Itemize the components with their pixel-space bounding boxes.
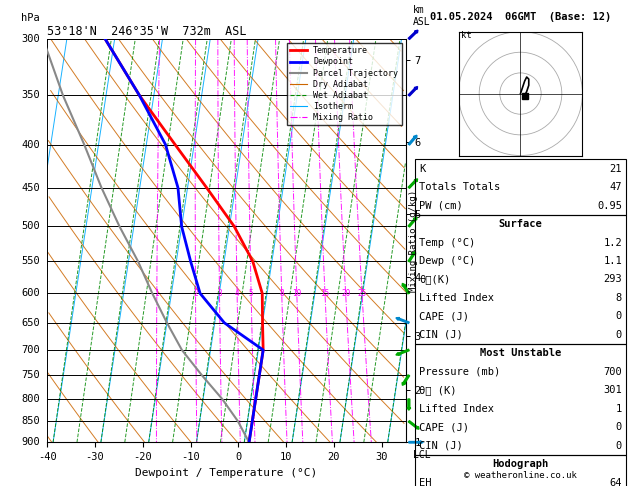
Text: © weatheronline.co.uk: © weatheronline.co.uk	[464, 471, 577, 480]
Text: 550: 550	[21, 257, 40, 266]
Text: Surface: Surface	[499, 219, 542, 229]
Text: CAPE (J): CAPE (J)	[419, 422, 469, 432]
Text: 400: 400	[21, 139, 40, 150]
Text: θᴇ (K): θᴇ (K)	[419, 385, 457, 395]
Legend: Temperature, Dewpoint, Parcel Trajectory, Dry Adiabat, Wet Adiabat, Isotherm, Mi: Temperature, Dewpoint, Parcel Trajectory…	[287, 43, 401, 125]
Text: 750: 750	[21, 370, 40, 381]
Text: 64: 64	[610, 478, 622, 486]
Text: 500: 500	[21, 222, 40, 231]
Text: 25: 25	[357, 289, 367, 298]
Text: 301: 301	[603, 385, 622, 395]
Text: Totals Totals: Totals Totals	[419, 182, 500, 192]
Text: Most Unstable: Most Unstable	[480, 348, 561, 358]
Text: CIN (J): CIN (J)	[419, 330, 463, 340]
Text: 650: 650	[21, 318, 40, 328]
Text: 350: 350	[21, 90, 40, 101]
Text: K: K	[419, 164, 425, 174]
Text: LCL: LCL	[413, 451, 430, 460]
Text: 0: 0	[616, 312, 622, 321]
Text: 10: 10	[292, 289, 301, 298]
Text: Dewp (°C): Dewp (°C)	[419, 256, 475, 266]
Text: 8: 8	[279, 289, 284, 298]
Text: 21: 21	[610, 164, 622, 174]
Text: 1.2: 1.2	[603, 238, 622, 247]
Text: θᴇ(K): θᴇ(K)	[419, 275, 450, 284]
Text: 20: 20	[341, 289, 350, 298]
Text: 900: 900	[21, 437, 40, 447]
Text: 5: 5	[249, 289, 253, 298]
Text: Mixing Ratio (g/kg): Mixing Ratio (g/kg)	[409, 190, 418, 292]
Text: hPa: hPa	[21, 13, 40, 23]
Text: 47: 47	[610, 182, 622, 192]
Text: 01.05.2024  06GMT  (Base: 12): 01.05.2024 06GMT (Base: 12)	[430, 12, 611, 22]
Text: 450: 450	[21, 183, 40, 193]
Text: 700: 700	[603, 367, 622, 377]
Text: 293: 293	[603, 275, 622, 284]
Text: 300: 300	[21, 34, 40, 44]
Text: 4: 4	[235, 289, 240, 298]
Text: 800: 800	[21, 394, 40, 404]
Text: km
ASL: km ASL	[413, 5, 430, 27]
Text: 0.95: 0.95	[597, 201, 622, 210]
Text: 1: 1	[155, 289, 159, 298]
Text: 600: 600	[21, 288, 40, 298]
Text: PW (cm): PW (cm)	[419, 201, 463, 210]
Text: Pressure (mb): Pressure (mb)	[419, 367, 500, 377]
Text: 2: 2	[193, 289, 198, 298]
Text: Lifted Index: Lifted Index	[419, 404, 494, 414]
Text: EH: EH	[419, 478, 431, 486]
Text: 1.1: 1.1	[603, 256, 622, 266]
Text: 15: 15	[320, 289, 330, 298]
Text: CIN (J): CIN (J)	[419, 441, 463, 451]
Text: Temp (°C): Temp (°C)	[419, 238, 475, 247]
Text: CAPE (J): CAPE (J)	[419, 312, 469, 321]
Text: 850: 850	[21, 417, 40, 426]
Text: Lifted Index: Lifted Index	[419, 293, 494, 303]
Text: 8: 8	[616, 293, 622, 303]
Text: Hodograph: Hodograph	[493, 459, 548, 469]
Text: 0: 0	[616, 330, 622, 340]
Text: kt: kt	[460, 31, 471, 40]
Text: 1: 1	[616, 404, 622, 414]
Text: 3: 3	[217, 289, 222, 298]
Text: 0: 0	[616, 422, 622, 432]
Text: 700: 700	[21, 345, 40, 355]
Text: 0: 0	[616, 441, 622, 451]
Text: 53°18'N  246°35'W  732m  ASL: 53°18'N 246°35'W 732m ASL	[47, 25, 247, 38]
X-axis label: Dewpoint / Temperature (°C): Dewpoint / Temperature (°C)	[135, 468, 318, 478]
